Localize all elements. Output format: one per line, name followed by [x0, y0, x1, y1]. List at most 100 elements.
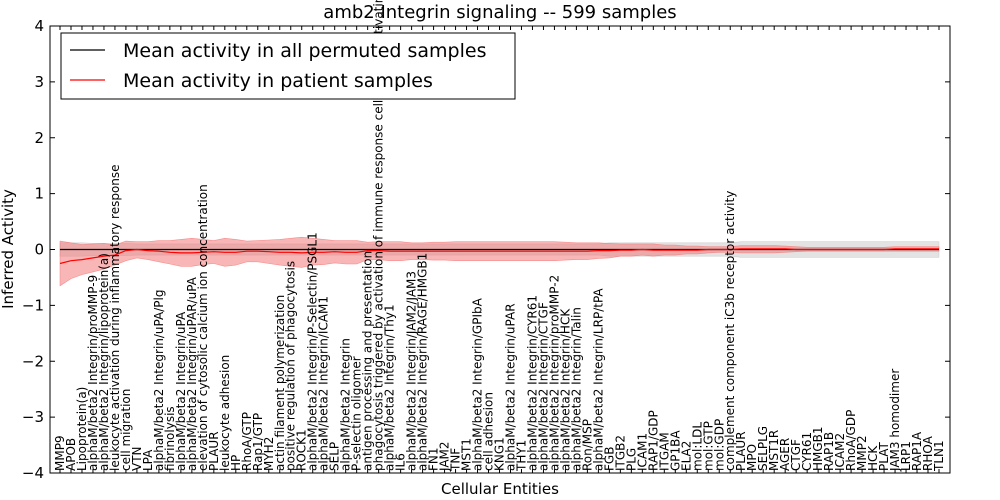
x-tick-label: alphaM/beta2 Integrin/P-Selectin/PSGL1: [306, 232, 320, 471]
y-tick-label: 4: [34, 17, 44, 35]
x-tick-label: FN1: [427, 447, 441, 471]
x-tick-label: CTGF: [789, 439, 803, 471]
x-tick-label: LPA: [141, 449, 155, 471]
y-tick-label: 0: [34, 241, 44, 259]
legend-label-permuted: Mean activity in all permuted samples: [123, 40, 486, 62]
y-tick-label: −4: [22, 464, 44, 482]
y-tick-label: 1: [34, 185, 44, 203]
x-tick-label: ICAM1: [635, 433, 649, 471]
x-tick-label: mol:GDP: [712, 419, 726, 471]
x-tick-label: PLAUR: [734, 431, 748, 471]
legend: Mean activity in all permuted samples Me…: [60, 32, 516, 100]
x-tick-label: alphaM/beta2 Integrin/proMMP-9: [86, 275, 100, 471]
y-tick-label: 2: [34, 129, 44, 147]
x-tick-label: alphaM/beta2 Integrin/CYR61: [526, 295, 540, 471]
x-tick-label: ICAM2: [833, 433, 847, 471]
x-tick-label: MYH2: [262, 437, 276, 471]
y-tick-label: −1: [22, 296, 44, 314]
x-tick-label: ITGB2: [613, 435, 627, 471]
x-tick-label: PLAUR: [207, 431, 221, 471]
x-tick-label: RAP1B: [822, 432, 836, 471]
y-tick-label: −2: [22, 352, 44, 370]
x-tick-label: KNG1: [493, 437, 507, 471]
x-tick-label: cell migration: [119, 389, 133, 471]
x-tick-label: alphaM/beta2 Integrin/uPAR/uPA: [185, 276, 199, 471]
x-tick-label: alphaM/beta2 Integrin/HCK: [558, 308, 572, 471]
x-tick-label: fibrinolysis: [163, 406, 177, 471]
x-tick-label: JAM2: [438, 441, 452, 472]
x-tick-label: SELP: [328, 442, 342, 471]
x-tick-label: THY1: [515, 440, 529, 472]
x-tick-label: alphaM/beta2 Integrin/proMMP-2: [547, 275, 561, 471]
series-lines: [59, 248, 939, 265]
x-tick-label: MST1R: [767, 430, 781, 471]
plot-frame: [49, 25, 951, 474]
x-tick-label: alphaM/beta2 Integrin: [339, 338, 353, 471]
series-line-patient: [59, 248, 939, 265]
x-tick-label: alphaM/beta2 Integrin/lipoprotein(a): [97, 253, 111, 471]
x-tick-label: RhoA/GTP: [240, 412, 254, 471]
x-tick-label: FGB: [602, 447, 616, 471]
axis-ticks: −4 −3 −2 −1 0 1 2 3 4: [22, 17, 950, 482]
x-tick-label: ITGAM: [657, 432, 671, 471]
y-axis-label: Inferred Activity: [0, 189, 17, 309]
y-tick-label: −3: [22, 408, 44, 426]
x-tick-label: cell adhesion: [482, 392, 496, 471]
x-tick-label: APOB: [64, 438, 78, 471]
x-tick-label: alphaM/beta2 Integrin/LRP/tPA: [591, 288, 605, 471]
chart-title: amb2 Integrin signaling -- 599 samples: [323, 2, 676, 23]
x-tick-label: IL6: [394, 453, 408, 471]
x-tick-label: mol:GTP: [701, 421, 715, 471]
x-tick-label: MMP2: [855, 435, 869, 471]
x-tick-label: RAP1/GDP: [646, 410, 660, 471]
x-tick-label: PLAT: [877, 442, 891, 471]
x-tick-label: alphaM/beta2 Integrin/uPAR: [504, 303, 518, 471]
x-tick-label: ROCK1: [295, 429, 309, 471]
x-tick-label: alphaM/beta2 Integrin/CTGF: [537, 302, 551, 471]
x-tick-label: TNF: [449, 448, 463, 472]
x-tick-label: alphaM/beta2 Integrin/JAM2/JAM3: [405, 271, 419, 471]
x-tick-label: positive regulation of phagocytosis: [284, 261, 298, 471]
x-tick-label: VTN: [130, 446, 144, 471]
x-tick-label: complement component iC3b receptor activ…: [723, 191, 737, 471]
x-tick-label: JAM3 homodimer: [888, 369, 902, 472]
x-tick-label: leukocyte adhesion: [218, 355, 232, 471]
x-axis-label: Cellular Entities: [441, 480, 559, 498]
x-tick-label: HP: [229, 455, 243, 471]
x-tick-label: Rap1/GTP: [251, 413, 265, 471]
x-tick-label: MMP9: [53, 435, 67, 471]
x-tick-label: leukocyte activation during inflammatory…: [108, 164, 122, 471]
x-tick-label: MST1: [460, 438, 474, 471]
x-tick-label: HCK: [866, 445, 880, 471]
x-tick-label: RHOA: [921, 435, 935, 471]
x-tick-label: TLN1: [932, 440, 946, 472]
x-tick-label: alphaM/beta2 Integrin/Talin: [569, 307, 583, 471]
x-tick-label: ELA2: [679, 441, 693, 471]
x-tick-label: Ron/MSP: [580, 419, 594, 471]
x-tick-label: GP1BA: [668, 430, 682, 471]
x-tick-label: RAP1A: [910, 431, 924, 471]
x-tick-label: elevation of cytosolic calcium ion conce…: [196, 184, 210, 471]
x-tick-label: AGER: [778, 438, 792, 471]
x-tick-label: SELPLG: [756, 426, 770, 471]
x-tick-label: antigen processing and presentation: [361, 251, 375, 471]
legend-label-patient: Mean activity in patient samples: [123, 70, 433, 92]
x-tick-label: MPO: [745, 444, 759, 471]
x-tick-label: alphaM/beta2 Integrin/RAGE/HMGB1: [416, 253, 430, 471]
x-tick-label: actin filament polymerization: [273, 295, 287, 471]
x-tick-label: phagocytosis triggered by activation of …: [372, 0, 386, 471]
x-tick-label: Lipoprotein(a): [75, 387, 89, 471]
y-tick-label: 3: [34, 73, 44, 91]
x-tick-label: alphaM/beta2 Integrin/ICAM1: [317, 296, 331, 471]
x-tick-label: RhoA/GDP: [844, 410, 858, 471]
x-tick-label: P-selectin oligomer: [350, 356, 364, 471]
x-tick-label: mol:LDL: [690, 422, 704, 471]
x-tick-label: CYR61: [800, 432, 814, 471]
x-tick-label: PLG: [624, 448, 638, 471]
x-tick-label: alphaM/beta2 Integrin/Thy1: [383, 304, 397, 471]
legend-box: [60, 32, 516, 100]
x-tick-label: alphaM/beta2 Integrin/GPIbA: [471, 297, 485, 471]
x-tick-label: LRP1: [899, 441, 913, 471]
